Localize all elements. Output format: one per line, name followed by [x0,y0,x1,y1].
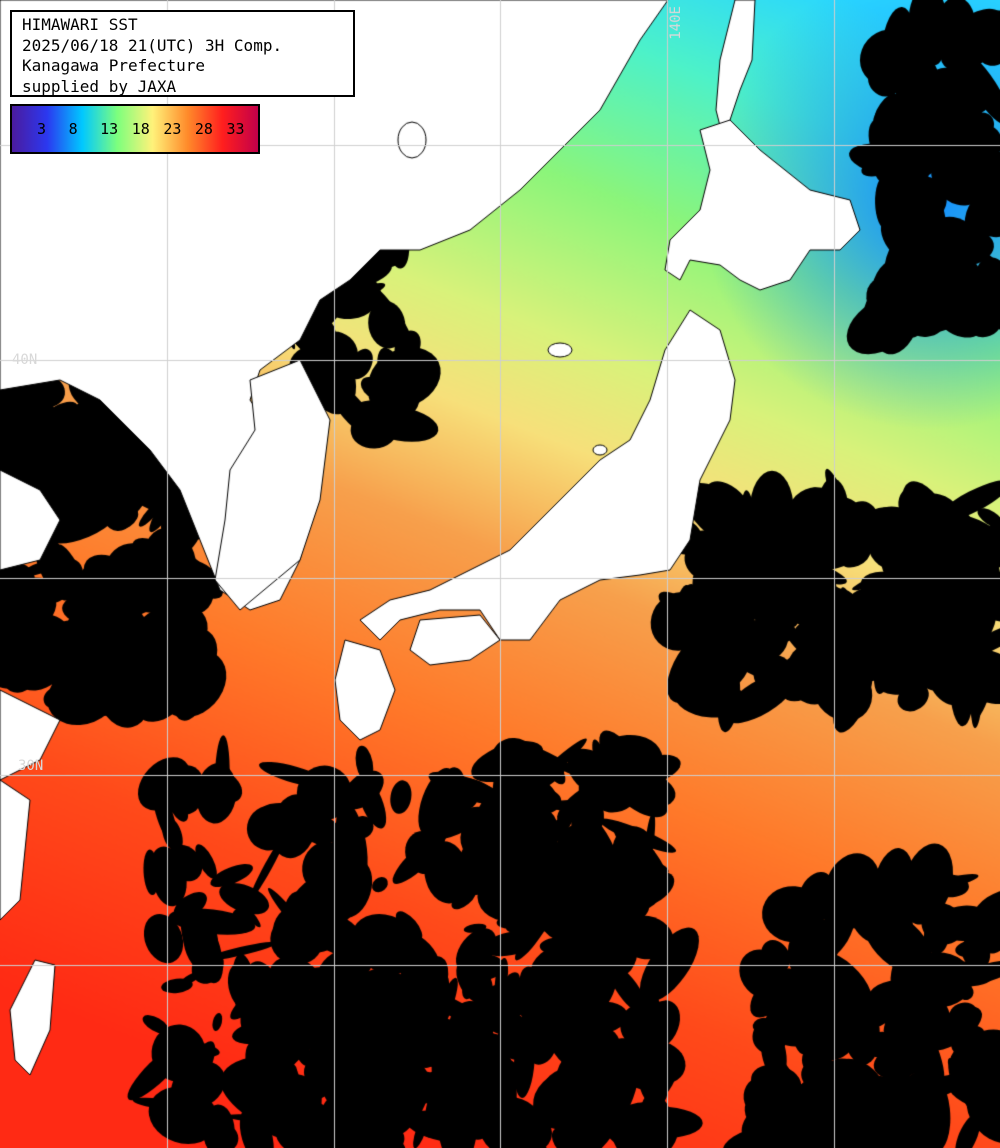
latitude-label-30n: 30N [18,758,44,774]
temperature-color-legend: 3 8 13 18 23 28 33 [10,104,260,154]
latitude-label-40n: 40N [12,352,38,368]
title-line-2: 2025/06/18 21(UTC) 3H Comp. [22,35,283,55]
legend-tick-23: 23 [163,120,182,138]
title-line-1: HIMAWARI SST [22,15,138,34]
title-line-4: supplied by JAXA [22,76,177,96]
title-line-3: Kanagawa Prefecture [22,56,206,75]
longitude-label-140e: 140E [668,6,684,40]
legend-tick-28: 28 [194,120,213,138]
title-box: HIMAWARI SST 2025/06/18 21(UTC) 3H Comp.… [10,10,355,97]
legend-tick-18: 18 [131,120,150,138]
legend-tick-13: 13 [100,120,119,138]
legend-tick-33: 33 [226,120,245,138]
legend-tick-3: 3 [37,120,47,138]
legend-tick-8: 8 [68,120,78,138]
